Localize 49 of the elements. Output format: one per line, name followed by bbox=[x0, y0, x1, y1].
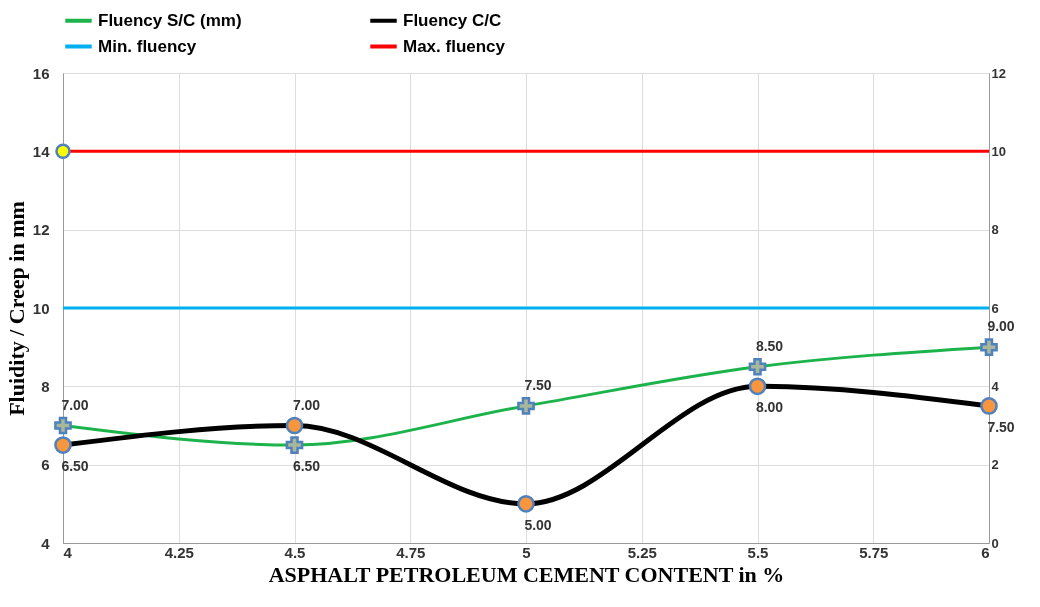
y2-tick-label: 2 bbox=[991, 457, 999, 473]
data-label: 6.50 bbox=[292, 458, 321, 475]
legend-label: Max. fluency bbox=[403, 36, 506, 56]
data-label: 8.50 bbox=[755, 337, 784, 354]
x-tick-label: 5.5 bbox=[747, 543, 769, 561]
y2-tick-label: 12 bbox=[991, 65, 1006, 81]
y-tick-label: 8 bbox=[41, 377, 50, 395]
y2-tick-label: 8 bbox=[991, 222, 999, 238]
x-tick-label: 5.75 bbox=[859, 543, 889, 561]
point bbox=[285, 436, 304, 454]
y2-tick-label: 0 bbox=[991, 535, 999, 551]
legend-label: Min. fluency bbox=[98, 36, 197, 56]
x-tick-label: 4.5 bbox=[284, 543, 306, 561]
y2-tick-label: 4 bbox=[991, 378, 1000, 394]
data-label: 5.00 bbox=[524, 516, 552, 533]
y-tick-label: 14 bbox=[32, 142, 51, 160]
x-tick-label: 4.25 bbox=[164, 543, 194, 561]
point bbox=[55, 143, 71, 160]
legend-label: Fluency S/C (mm) bbox=[98, 10, 242, 30]
data-label: 7.50 bbox=[987, 418, 1015, 435]
y-tick-label: 16 bbox=[32, 64, 50, 82]
point bbox=[285, 416, 304, 435]
data-label: 7.00 bbox=[61, 396, 89, 413]
point bbox=[980, 397, 998, 415]
data-label: 8.00 bbox=[755, 399, 784, 416]
y-axis-title: Fluidity / Creep in mm bbox=[3, 201, 29, 416]
y-tick-label: 12 bbox=[32, 221, 50, 239]
point bbox=[54, 436, 72, 454]
y-tick-label: 6 bbox=[41, 456, 50, 474]
point bbox=[517, 495, 535, 513]
point bbox=[980, 338, 998, 356]
x-tick-label: 5.25 bbox=[627, 543, 657, 561]
legend-label: Fluency C/C bbox=[403, 10, 502, 30]
data-label: 9.00 bbox=[987, 318, 1015, 335]
point bbox=[517, 397, 535, 415]
data-label: 7.00 bbox=[292, 396, 321, 413]
y2-tick-label: 10 bbox=[991, 143, 1006, 159]
point bbox=[748, 357, 767, 376]
y2-tick-label: 6 bbox=[991, 300, 999, 316]
data-label: 7.50 bbox=[524, 376, 552, 393]
x-tick-label: 4 bbox=[63, 543, 73, 561]
x-tick-label: 4.75 bbox=[396, 543, 426, 561]
data-label: 6.50 bbox=[61, 458, 89, 475]
y-tick-label: 10 bbox=[32, 299, 50, 317]
point bbox=[748, 377, 767, 396]
x-axis-title: ASPHALT PETROLEUM CEMENT CONTENT in % bbox=[268, 561, 785, 587]
x-tick-label: 6 bbox=[981, 543, 990, 561]
x-tick-label: 5 bbox=[522, 543, 531, 561]
point bbox=[54, 416, 72, 435]
